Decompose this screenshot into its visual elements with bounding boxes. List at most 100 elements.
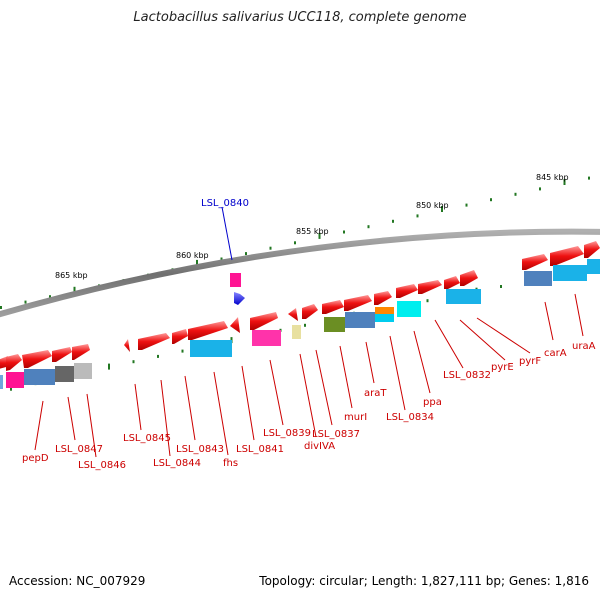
minor-tick [24,300,27,304]
gene-label-lsl-0846[interactable]: LSL_0846 [78,460,126,471]
gene-arrow[interactable] [172,329,188,344]
gene-label-fhs[interactable]: fhs [223,458,238,469]
accession-value: NC_007929 [76,574,146,588]
leader-line [241,365,255,441]
gene-label-pyrf[interactable]: pyrF [519,356,541,367]
gene-label-pepd[interactable]: pepD [22,453,49,464]
gene-arrow[interactable] [522,254,548,270]
major-tick [108,363,110,370]
cog-bar [0,375,3,389]
scale-label-860kbp: 860 kbp [176,251,209,260]
cog-bar [292,325,301,339]
scale-label-845kbp: 845 kbp [536,173,569,182]
major-tick [318,232,321,239]
gene-label-lsl-0841[interactable]: LSL_0841 [236,444,284,455]
cog-bar [553,265,587,281]
leader-line [134,383,142,431]
cog-bar [397,301,421,317]
gene-label-ppa[interactable]: ppa [423,397,442,408]
genes-value: 1,816 [554,574,589,588]
gene-label-pyre[interactable]: pyrE [491,362,514,373]
gene-label-arat[interactable]: araT [364,388,387,399]
gene-label-lsl-0845[interactable]: LSL_0845 [123,433,171,444]
gene-arrow[interactable] [550,246,584,266]
minor-tick [220,257,223,261]
cog-bar [324,317,345,332]
genome-backbone [0,228,600,318]
leader-line [574,293,584,337]
gene-arrow[interactable] [418,280,442,294]
minor-tick [465,203,468,207]
gene-label-lsl-0840[interactable]: LSL_0840 [201,198,249,209]
minor-tick [269,246,272,250]
gene-arrow[interactable] [124,339,130,352]
minor-tick [245,252,247,256]
leader-line [86,393,97,458]
leader-line [213,371,229,456]
leader-line [269,359,284,426]
gene-arrow[interactable] [374,291,392,305]
scale-label-865kbp: 865 kbp [55,271,88,280]
length-label: Length: [371,574,418,588]
leader-line [476,317,531,354]
leader-line [459,319,506,361]
gene-label-cara[interactable]: carA [544,348,567,359]
leader-line [413,330,431,394]
cog-bar [345,312,375,328]
leader-line-lsl-0840 [221,206,233,261]
gene-label-uraa[interactable]: uraA [572,341,596,352]
leader-line [389,335,406,411]
gene-arrow[interactable] [52,347,72,362]
gene-label-lsl-0847[interactable]: LSL_0847 [55,444,103,455]
gene-label-lsl-0839[interactable]: LSL_0839 [263,428,311,439]
gene-arrow[interactable] [288,308,298,321]
minor-tick [367,225,370,229]
gene-label-lsl-0837[interactable]: LSL_0837 [312,429,360,440]
leader-line [339,345,353,409]
gene-label-lsl-0834[interactable]: LSL_0834 [386,412,434,423]
major-tick [563,179,566,185]
minor-tick [181,349,184,353]
gene-arrow[interactable] [230,317,240,333]
gene-arrow[interactable] [460,270,478,286]
minor-tick [343,230,345,234]
scale-label-855kbp: 855 kbp [296,227,329,236]
length-value: 1,827,111 bp; [420,574,506,588]
genes-label: Genes: [508,574,551,588]
gene-arrow[interactable] [302,304,318,319]
gene-label-divivA[interactable]: divIVA [304,441,335,452]
gene-arrow-lsl-0840[interactable] [234,292,245,305]
cog-bar [587,259,600,274]
gene-labels: LSL_0840 pepD LSL_0847 LSL_0846 LSL_0845… [22,198,596,471]
gene-label-muri[interactable]: murI [344,412,367,423]
minor-tick [49,295,51,299]
gene-arrow[interactable] [72,344,90,360]
gene-label-lsl-0844[interactable]: LSL_0844 [153,458,201,469]
cog-bar [375,307,394,314]
gene-arrow[interactable] [22,350,52,368]
minor-tick [0,306,2,309]
gene-arrow[interactable] [584,241,600,258]
gene-arrow[interactable] [250,312,278,330]
minor-tick [500,285,502,288]
gene-arrow[interactable] [344,295,372,311]
topology-label: Topology: [259,574,316,588]
gene-arrow[interactable] [188,321,228,340]
gene-arrow[interactable] [322,300,344,314]
gene-arrow[interactable] [6,354,22,371]
minor-tick [132,360,135,364]
minor-tick [304,323,306,327]
leader-line [315,349,333,426]
label-leader-lines [34,206,584,458]
gene-arrow[interactable] [396,284,418,298]
gene-arrow[interactable] [444,276,460,289]
gene-label-lsl-0843[interactable]: LSL_0843 [176,444,224,455]
cog-bar [55,366,74,382]
gene-label-lsl-0832[interactable]: LSL_0832 [443,370,491,381]
cog-category-bars [0,259,600,389]
gene-arrow[interactable] [138,333,170,350]
minor-tick [539,187,541,191]
minor-tick [514,192,517,196]
scale-labels: 865 kbp 860 kbp 855 kbp 850 kbp 845 kbp [55,173,569,280]
cog-bar [524,271,552,286]
